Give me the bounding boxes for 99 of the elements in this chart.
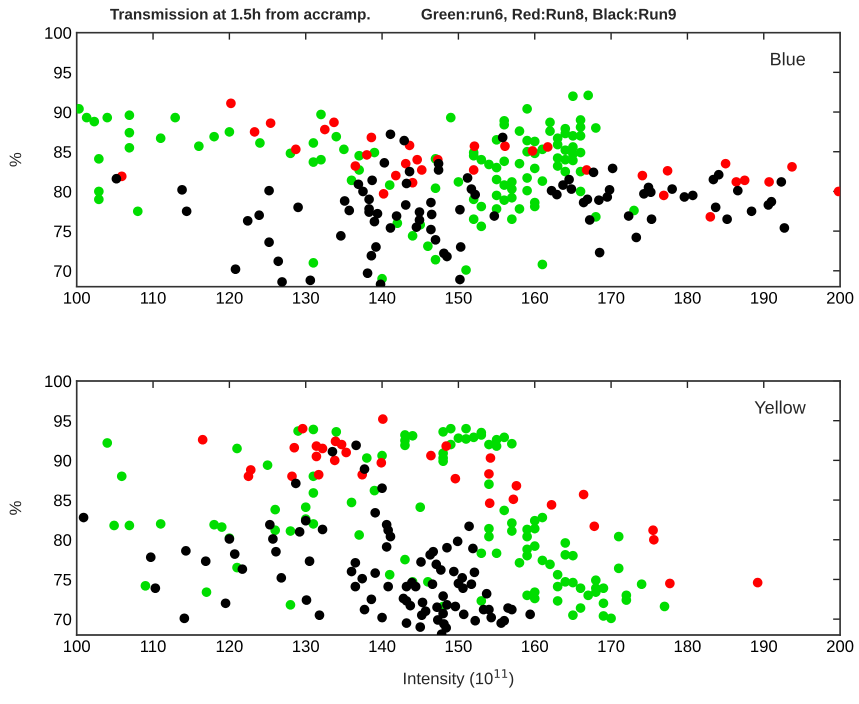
- x-tick-label: 140: [369, 640, 396, 652]
- x-tick-label: 200: [827, 292, 854, 304]
- point: [329, 118, 339, 128]
- point: [450, 474, 460, 484]
- point: [787, 162, 797, 172]
- point: [662, 166, 672, 176]
- y-axis-title: %: [10, 152, 22, 166]
- point: [470, 141, 480, 151]
- point: [378, 188, 388, 199]
- point: [589, 521, 600, 532]
- point: [484, 498, 495, 508]
- y-tick-label: 80: [54, 534, 72, 546]
- point: [764, 177, 774, 187]
- point: [486, 453, 496, 463]
- point: [341, 448, 351, 458]
- chart-title: Transmission at 1.5h from accramp.: [110, 8, 370, 23]
- point: [198, 434, 208, 445]
- point: [312, 452, 322, 462]
- x-tick-label: 110: [141, 292, 166, 304]
- point: [390, 170, 401, 180]
- point: [289, 442, 300, 452]
- point: [500, 141, 510, 151]
- point: [720, 158, 730, 168]
- y-tick-label: 70: [54, 265, 72, 277]
- y-tick-label: 70: [54, 614, 72, 626]
- point: [400, 158, 411, 168]
- point: [336, 440, 346, 450]
- y-tick-label: 100: [45, 27, 72, 39]
- point: [314, 470, 324, 480]
- x-tick-label: 150: [446, 292, 472, 304]
- x-tick-label: 180: [674, 640, 701, 652]
- point: [416, 165, 427, 175]
- point: [740, 175, 750, 186]
- annotation: Blue: [771, 52, 805, 66]
- y-tick-label: 85: [54, 494, 72, 506]
- point: [658, 190, 669, 200]
- point: [752, 578, 762, 588]
- point: [426, 450, 436, 460]
- y-tick-label: 80: [54, 186, 72, 198]
- x-tick-label: 130: [293, 292, 319, 304]
- point: [350, 161, 360, 171]
- point: [246, 465, 256, 475]
- point: [706, 212, 716, 222]
- point: [441, 441, 452, 451]
- point: [578, 490, 588, 500]
- x-tick-label: 160: [522, 292, 548, 304]
- x-tick-label: 110: [141, 640, 166, 652]
- x-tick-label: 190: [751, 292, 778, 304]
- x-tick-label: 100: [64, 292, 90, 304]
- point: [266, 118, 276, 128]
- point: [330, 456, 340, 466]
- point: [290, 144, 301, 154]
- x-tick-label: 160: [522, 640, 548, 652]
- point: [731, 177, 742, 187]
- x-tick-label: 170: [598, 292, 624, 304]
- point: [546, 500, 556, 510]
- point: [665, 578, 675, 588]
- point: [320, 124, 330, 134]
- y-tick-label: 75: [54, 574, 72, 586]
- point: [484, 469, 494, 479]
- x-axis-title: Intensity (10$^{11}$): [404, 669, 514, 688]
- y-tick-label: 85: [54, 146, 72, 158]
- point: [508, 494, 518, 504]
- point: [318, 444, 328, 454]
- x-tick-label: 190: [751, 640, 778, 652]
- point: [298, 424, 308, 434]
- point: [412, 154, 422, 164]
- y-tick-label: 90: [54, 106, 72, 118]
- point: [542, 142, 553, 152]
- point: [362, 150, 372, 160]
- y-tick-label: 100: [45, 375, 72, 388]
- point: [649, 534, 659, 545]
- x-tick-label: 180: [674, 292, 701, 304]
- y-tick-label: 95: [54, 66, 72, 79]
- point: [287, 471, 297, 482]
- y-axis-title: %: [10, 501, 22, 515]
- x-tick-label: 150: [446, 640, 472, 652]
- x-tick-label: 170: [598, 640, 624, 652]
- x-tick-label: 120: [216, 292, 243, 304]
- y-tick-label: 90: [54, 454, 72, 467]
- x-tick-label: 130: [293, 640, 319, 652]
- point: [376, 458, 386, 468]
- point: [648, 525, 658, 536]
- chart-subtitle: Green:run6, Red:Run8, Black:Run9: [422, 8, 676, 22]
- point: [250, 127, 260, 137]
- x-tick-label: 100: [64, 640, 90, 652]
- point: [366, 132, 376, 142]
- annotation: Yellow: [754, 400, 806, 414]
- point: [638, 170, 648, 180]
- y-tick-label: 75: [54, 226, 72, 238]
- y-tick-label: 95: [54, 415, 72, 427]
- point: [528, 146, 538, 156]
- x-tick-label: 140: [369, 292, 396, 304]
- point: [378, 414, 388, 424]
- point: [512, 480, 522, 491]
- point: [468, 165, 478, 175]
- point: [226, 98, 236, 108]
- x-tick-label: 200: [827, 640, 854, 652]
- x-tick-label: 120: [216, 640, 243, 652]
